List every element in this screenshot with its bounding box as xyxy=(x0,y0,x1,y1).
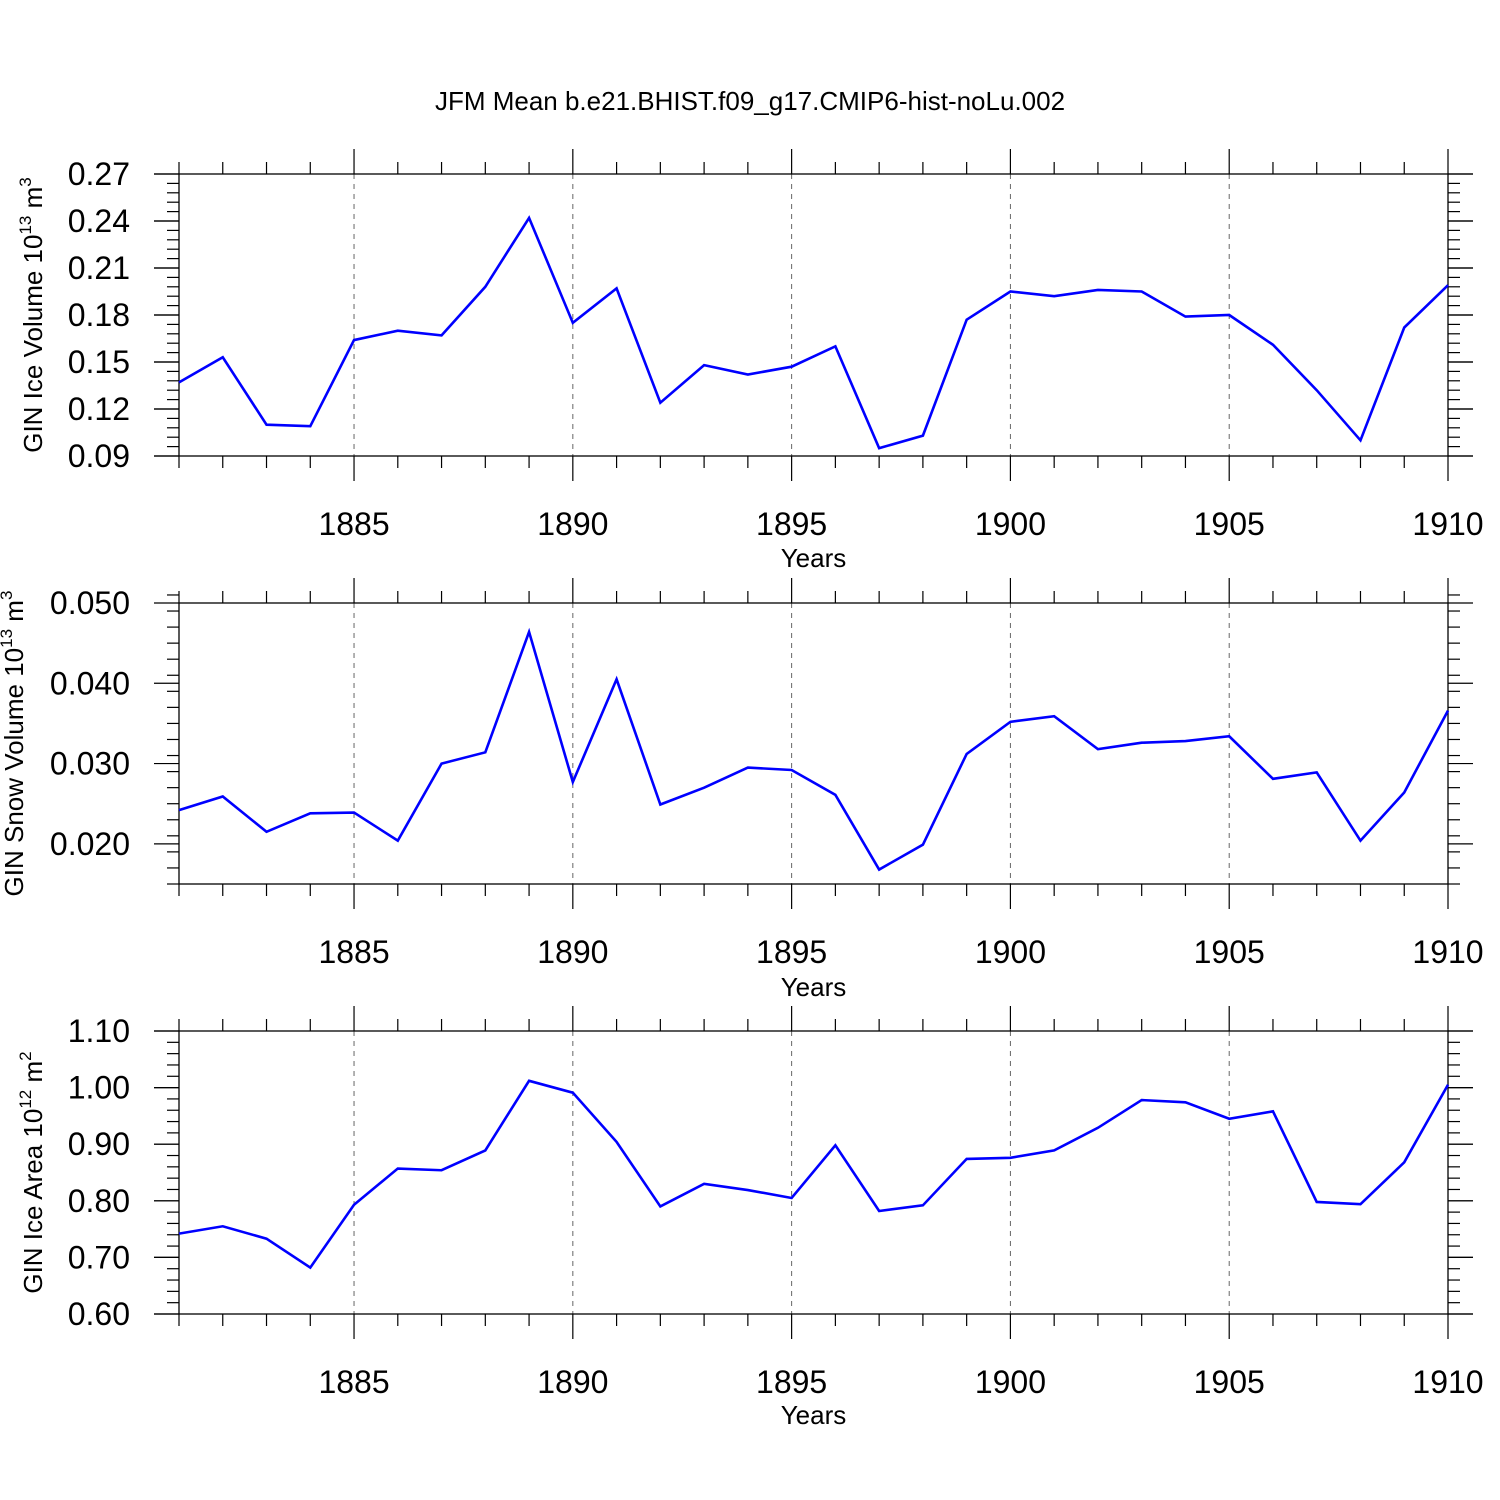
y-axis-title-part: GIN Snow Volume 10 xyxy=(0,648,29,897)
x-tick-label: 1900 xyxy=(975,1364,1046,1400)
x-tick-label: 1890 xyxy=(537,1364,608,1400)
x-axis-title: Years xyxy=(781,543,847,573)
y-axis-title: GIN Ice Area 1012 m2 xyxy=(16,1051,48,1293)
x-tick-label: 1905 xyxy=(1194,934,1265,970)
y-tick-label: 0.24 xyxy=(68,203,130,239)
y-tick-label: 0.60 xyxy=(68,1296,130,1332)
x-axis-title: Years xyxy=(781,972,847,1002)
y-tick-label: 0.18 xyxy=(68,297,130,333)
y-axis-title-spacer xyxy=(18,208,48,215)
plot-frame xyxy=(178,1030,1449,1315)
plot-frame xyxy=(178,602,1449,885)
y-tick-label: 0.80 xyxy=(68,1183,130,1219)
y-tick-label: 0.040 xyxy=(50,665,130,701)
panel-ice-volume: 0.09 0.12 0.15 0.18 0.21 0.24 0.27 1885 1890 1895… xyxy=(16,149,1484,573)
y-tick-label: 0.020 xyxy=(50,826,130,862)
x-tick-label: 1885 xyxy=(318,1364,389,1400)
y-axis-title-superscript: 2 xyxy=(16,1051,35,1060)
y-tick-label: 0.050 xyxy=(50,585,130,621)
y-axis-title-part: m xyxy=(18,187,48,209)
series-line xyxy=(178,627,1450,872)
y-axis-title: GIN Ice Volume 1013 m3 xyxy=(16,177,48,453)
y-tick-label: 0.09 xyxy=(68,438,130,474)
x-tick-label: 1910 xyxy=(1412,934,1483,970)
x-tick-label: 1890 xyxy=(537,506,608,542)
y-tick-label: 1.10 xyxy=(68,1013,130,1049)
y-axis-title-part: GIN Ice Area 10 xyxy=(18,1109,48,1294)
figure-title: JFM Mean b.e21.BHIST.f09_g17.CMIP6-hist-… xyxy=(435,86,1065,116)
y-axis-title-superscript: 13 xyxy=(0,629,16,648)
panel-ice-area: 0.60 0.70 0.80 0.90 1.00 1.10 1885 1890 1895 1900… xyxy=(16,1006,1484,1430)
y-tick-label: 0.12 xyxy=(68,391,130,427)
x-tick-label: 1885 xyxy=(318,506,389,542)
panel-snow-volume: 0.020 0.030 0.040 0.050 1885 1890 1895 1900 1905… xyxy=(0,578,1484,1002)
y-tick-label: 0.21 xyxy=(68,250,130,286)
x-tick-label: 1885 xyxy=(318,934,389,970)
x-tick-label: 1910 xyxy=(1412,506,1483,542)
y-axis-title: GIN Snow Volume 1013 m3 xyxy=(0,591,29,897)
y-tick-label: 0.70 xyxy=(68,1239,130,1275)
x-tick-label: 1900 xyxy=(975,934,1046,970)
plot-frame xyxy=(178,173,1449,457)
x-tick-label: 1895 xyxy=(756,506,827,542)
y-axis-title-superscript: 3 xyxy=(0,591,16,600)
x-tick-label: 1890 xyxy=(537,934,608,970)
x-tick-label: 1895 xyxy=(756,1364,827,1400)
x-tick-label: 1900 xyxy=(975,506,1046,542)
x-tick-label: 1905 xyxy=(1194,1364,1265,1400)
y-axis-title-part: GIN Ice Volume 10 xyxy=(18,235,48,453)
y-axis-title-superscript: 12 xyxy=(16,1090,35,1109)
y-axis-title-spacer xyxy=(18,1083,48,1090)
y-tick-label: 0.030 xyxy=(50,746,130,782)
x-tick-label: 1910 xyxy=(1412,1364,1483,1400)
series-line xyxy=(178,215,1449,450)
y-tick-label: 0.27 xyxy=(68,156,130,192)
y-axis-title-spacer xyxy=(0,622,29,629)
y-axis-title-superscript: 13 xyxy=(16,216,35,235)
y-tick-label: 1.00 xyxy=(68,1070,130,1106)
y-axis-title-part: m xyxy=(0,600,29,622)
y-axis-title-superscript: 3 xyxy=(16,177,35,186)
y-tick-label: 0.15 xyxy=(68,344,130,380)
x-axis-title: Years xyxy=(781,1400,847,1430)
x-tick-label: 1905 xyxy=(1194,506,1265,542)
y-axis-title-part: m xyxy=(18,1061,48,1083)
x-tick-label: 1895 xyxy=(756,934,827,970)
y-tick-label: 0.90 xyxy=(68,1126,130,1162)
series-line xyxy=(178,1079,1450,1270)
